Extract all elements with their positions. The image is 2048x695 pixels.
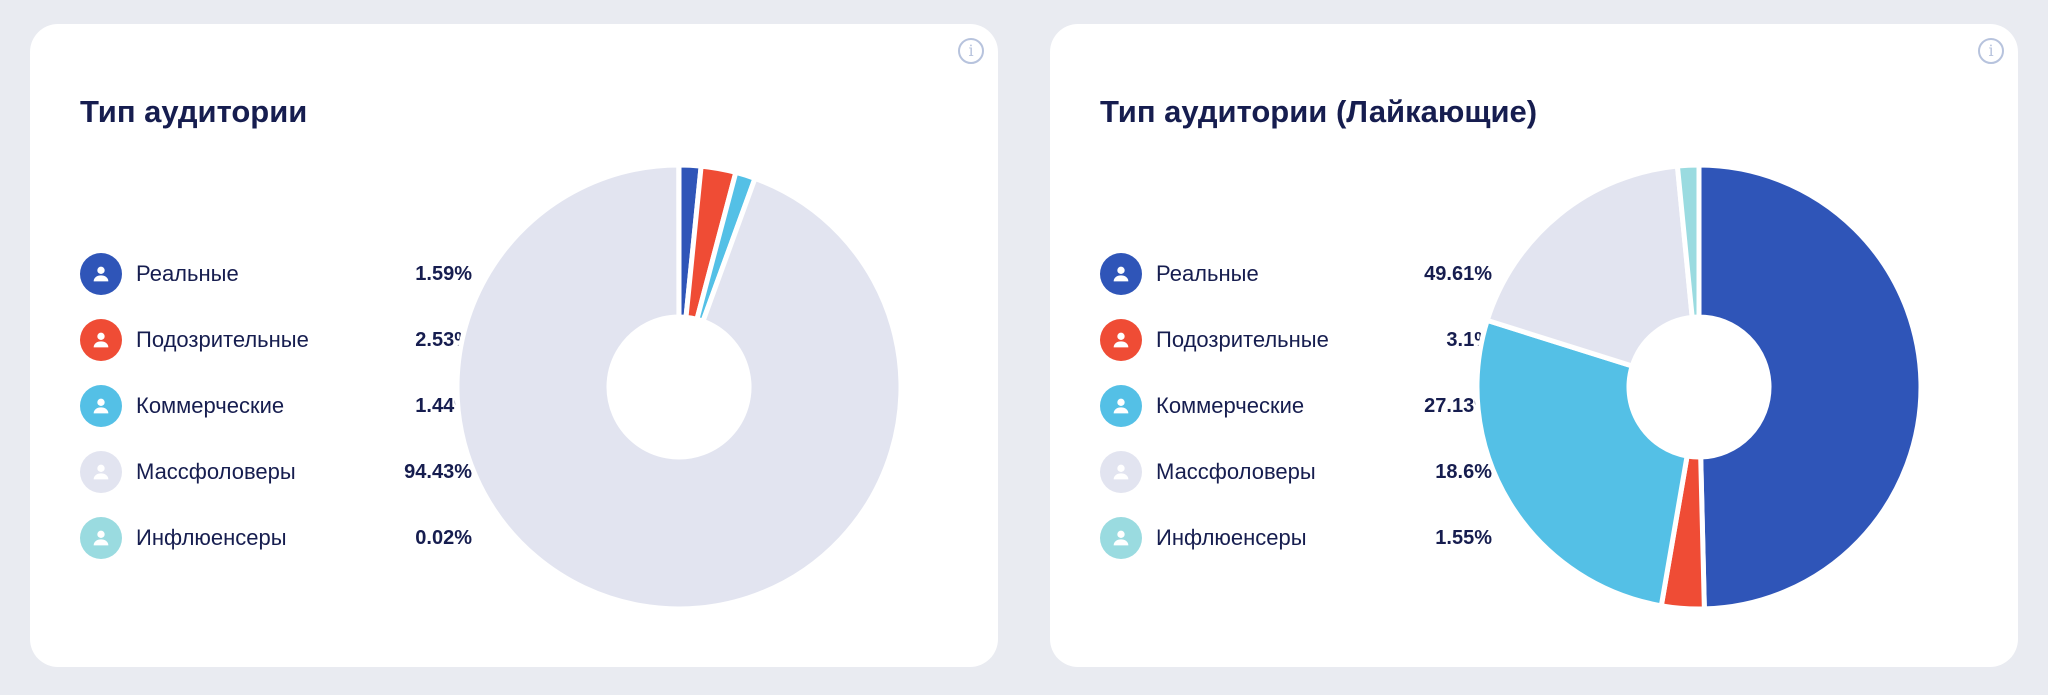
- donut-chart: [454, 162, 904, 612]
- user-icon: [80, 517, 122, 559]
- legend-label: Инфлюенсеры: [1156, 525, 1307, 550]
- legend-item: Коммерческие 27.13%: [1100, 384, 1492, 428]
- user-icon: [1100, 319, 1142, 361]
- legend-item: Подозрительные 2.53%: [80, 318, 472, 362]
- donut-hole: [609, 317, 749, 457]
- user-icon: [1100, 385, 1142, 427]
- user-icon: [1100, 517, 1142, 559]
- user-icon: [80, 253, 122, 295]
- legend-label: Подозрительные: [1156, 327, 1329, 352]
- legend-item: Массфоловеры 18.6%: [1100, 450, 1492, 494]
- user-icon: [1100, 451, 1142, 493]
- legend-label: Реальные: [1156, 261, 1259, 286]
- legend-label: Коммерческие: [1156, 393, 1305, 418]
- audience-type-likers-card: i Тип аудитории (Лайкающие) Реальные 49.6…: [1050, 24, 2018, 667]
- user-icon: [80, 319, 122, 361]
- legend-item: Реальные 49.61%: [1100, 252, 1492, 296]
- card-title: Тип аудитории (Лайкающие): [1100, 94, 1538, 129]
- donut-hole: [1629, 317, 1769, 457]
- info-icon[interactable]: i: [1978, 38, 2004, 64]
- legend-label: Подозрительные: [136, 327, 309, 352]
- donut-chart: [1474, 162, 1924, 612]
- audience-type-card: i Тип аудитории Реальные 1.59% Подозритель…: [30, 24, 998, 667]
- user-icon: [1100, 253, 1142, 295]
- legend-value: 18.6%: [1435, 460, 1492, 483]
- card-title: Тип аудитории: [80, 94, 308, 129]
- legend-value: 1.59%: [415, 262, 472, 285]
- info-icon[interactable]: i: [958, 38, 984, 64]
- legend-value: 94.43%: [404, 460, 472, 483]
- user-icon: [80, 451, 122, 493]
- legend-item: Реальные 1.59%: [80, 252, 472, 296]
- user-icon: [80, 385, 122, 427]
- legend-label: Инфлюенсеры: [136, 525, 287, 550]
- legend-item: Инфлюенсеры 1.55%: [1100, 516, 1492, 560]
- legend-label: Реальные: [136, 261, 239, 286]
- legend-value: 0.02%: [415, 526, 472, 549]
- legend-value: 2.53%: [415, 328, 472, 351]
- legend-item: Подозрительные 3.1%: [1100, 318, 1492, 362]
- legend-label: Массфоловеры: [1156, 459, 1316, 484]
- legend-item: Инфлюенсеры 0.02%: [80, 516, 472, 560]
- legend-item: Массфоловеры 94.43%: [80, 450, 472, 494]
- legend-value: 1.55%: [1435, 526, 1492, 549]
- legend-label: Массфоловеры: [136, 459, 296, 484]
- legend-item: Коммерческие 1.44%: [80, 384, 472, 428]
- legend: Реальные 1.59% Подозрительные 2.53% Коммерче…: [80, 252, 472, 582]
- legend-label: Коммерческие: [136, 393, 285, 418]
- legend-value: 49.61%: [1424, 262, 1492, 285]
- legend: Реальные 49.61% Подозрительные 3.1% Коммерче…: [1100, 252, 1492, 582]
